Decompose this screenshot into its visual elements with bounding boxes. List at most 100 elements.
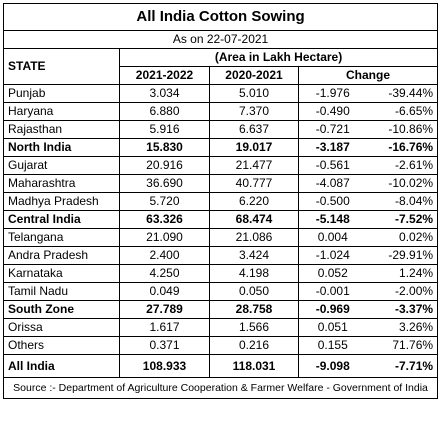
table-row: North India 15.830 19.017 -3.187 -16.76% <box>3 138 439 157</box>
area-unit-header: (Area in Lakh Hectare) <box>118 48 439 67</box>
change-percent: -10.02% <box>366 174 439 193</box>
change-value: -4.087 <box>298 174 367 193</box>
all-india-change: -9.098 <box>298 354 367 378</box>
value-2021-2022: 63.326 <box>119 210 210 229</box>
change-percent: -8.04% <box>366 192 439 211</box>
cotton-sowing-table-frame: All India Cotton Sowing As on 22-07-2021… <box>2 3 439 423</box>
state-cell: Gujarat <box>3 156 120 175</box>
change-percent: -39.44% <box>366 84 439 103</box>
change-value: -0.969 <box>298 300 367 319</box>
change-value: 0.051 <box>298 318 367 337</box>
change-value: -0.001 <box>298 282 367 301</box>
value-2021-2022: 0.049 <box>119 282 210 301</box>
value-2020-2021: 0.216 <box>209 336 299 355</box>
change-percent: -7.52% <box>366 210 439 229</box>
state-cell: Orissa <box>3 318 120 337</box>
table-row: Orissa 1.617 1.566 0.051 3.26% <box>3 318 439 337</box>
value-2021-2022: 5.720 <box>119 192 210 211</box>
value-2020-2021: 21.086 <box>209 228 299 247</box>
change-percent: -16.76% <box>366 138 439 157</box>
state-cell: Madhya Pradesh <box>3 192 120 211</box>
change-value: -1.976 <box>298 84 367 103</box>
change-value: -0.561 <box>298 156 367 175</box>
all-india-2021-2022: 108.933 <box>119 354 210 378</box>
value-2020-2021: 4.198 <box>209 264 299 283</box>
value-2020-2021: 0.050 <box>209 282 299 301</box>
state-cell: Others <box>3 336 120 355</box>
value-2020-2021: 7.370 <box>209 102 299 121</box>
all-india-row: All India 108.933 118.031 -9.098 -7.71% <box>3 354 439 378</box>
change-value: 0.052 <box>298 264 367 283</box>
state-cell: Tamil Nadu <box>3 282 120 301</box>
change-percent: -10.86% <box>366 120 439 139</box>
value-2020-2021: 19.017 <box>209 138 299 157</box>
table-row: Central India 63.326 68.474 -5.148 -7.52% <box>3 210 439 229</box>
change-value: 0.004 <box>298 228 367 247</box>
table-row: South Zone 27.789 28.758 -0.969 -3.37% <box>3 300 439 319</box>
value-2021-2022: 2.400 <box>119 246 210 265</box>
table-row: Madhya Pradesh 5.720 6.220 -0.500 -8.04% <box>3 192 439 211</box>
value-2021-2022: 3.034 <box>119 84 210 103</box>
table-row: Others 0.371 0.216 0.155 71.76% <box>3 336 439 355</box>
as-on-date: As on 22-07-2021 <box>2 30 439 49</box>
state-cell: Haryana <box>3 102 120 121</box>
change-column-header: Change <box>297 66 439 85</box>
table-row: Telangana 21.090 21.086 0.004 0.02% <box>3 228 439 247</box>
value-2020-2021: 5.010 <box>209 84 299 103</box>
state-cell: South Zone <box>3 300 120 319</box>
value-2020-2021: 68.474 <box>209 210 299 229</box>
value-2021-2022: 5.916 <box>119 120 210 139</box>
source-note: Source :- Department of Agriculture Coop… <box>2 377 439 399</box>
value-2021-2022: 21.090 <box>119 228 210 247</box>
state-cell: Karnataka <box>3 264 120 283</box>
change-percent: -6.65% <box>366 102 439 121</box>
year2-column-header: 2020-2021 <box>209 66 299 85</box>
value-2020-2021: 21.477 <box>209 156 299 175</box>
value-2021-2022: 1.617 <box>119 318 210 337</box>
year1-column-header: 2021-2022 <box>119 66 210 85</box>
value-2020-2021: 6.220 <box>209 192 299 211</box>
value-2020-2021: 40.777 <box>209 174 299 193</box>
change-value: 0.155 <box>298 336 367 355</box>
change-percent: 1.24% <box>366 264 439 283</box>
change-percent: 0.02% <box>366 228 439 247</box>
change-value: -0.721 <box>298 120 367 139</box>
state-cell: North India <box>3 138 120 157</box>
value-2020-2021: 6.637 <box>209 120 299 139</box>
table-row: Maharashtra 36.690 40.777 -4.087 -10.02% <box>3 174 439 193</box>
table-row: Punjab 3.034 5.010 -1.976 -39.44% <box>3 84 439 103</box>
state-column-header: STATE <box>3 48 120 85</box>
all-india-state: All India <box>3 354 120 378</box>
state-cell: Andra Pradesh <box>3 246 120 265</box>
value-2020-2021: 28.758 <box>209 300 299 319</box>
change-percent: -29.91% <box>366 246 439 265</box>
change-percent: -3.37% <box>366 300 439 319</box>
change-percent: -2.00% <box>366 282 439 301</box>
value-2021-2022: 15.830 <box>119 138 210 157</box>
all-india-change-percent: -7.71% <box>366 354 439 378</box>
table-row: Haryana 6.880 7.370 -0.490 -6.65% <box>3 102 439 121</box>
value-2020-2021: 1.566 <box>209 318 299 337</box>
table-row: Andra Pradesh 2.400 3.424 -1.024 -29.91% <box>3 246 439 265</box>
change-value: -3.187 <box>298 138 367 157</box>
change-percent: -2.61% <box>366 156 439 175</box>
state-cell: Telangana <box>3 228 120 247</box>
change-value: -0.490 <box>298 102 367 121</box>
state-cell: Punjab <box>3 84 120 103</box>
change-value: -0.500 <box>298 192 367 211</box>
state-cell: Maharashtra <box>3 174 120 193</box>
cotton-sowing-table: All India Cotton Sowing As on 22-07-2021… <box>2 3 439 399</box>
table-title: All India Cotton Sowing <box>2 3 439 31</box>
value-2021-2022: 6.880 <box>119 102 210 121</box>
value-2021-2022: 0.371 <box>119 336 210 355</box>
table-row: Gujarat 20.916 21.477 -0.561 -2.61% <box>3 156 439 175</box>
value-2021-2022: 27.789 <box>119 300 210 319</box>
change-percent: 3.26% <box>366 318 439 337</box>
value-2021-2022: 4.250 <box>119 264 210 283</box>
change-percent: 71.76% <box>366 336 439 355</box>
value-2021-2022: 20.916 <box>119 156 210 175</box>
state-cell: Central India <box>3 210 120 229</box>
change-value: -1.024 <box>298 246 367 265</box>
state-cell: Rajasthan <box>3 120 120 139</box>
table-row: Karnataka 4.250 4.198 0.052 1.24% <box>3 264 439 283</box>
